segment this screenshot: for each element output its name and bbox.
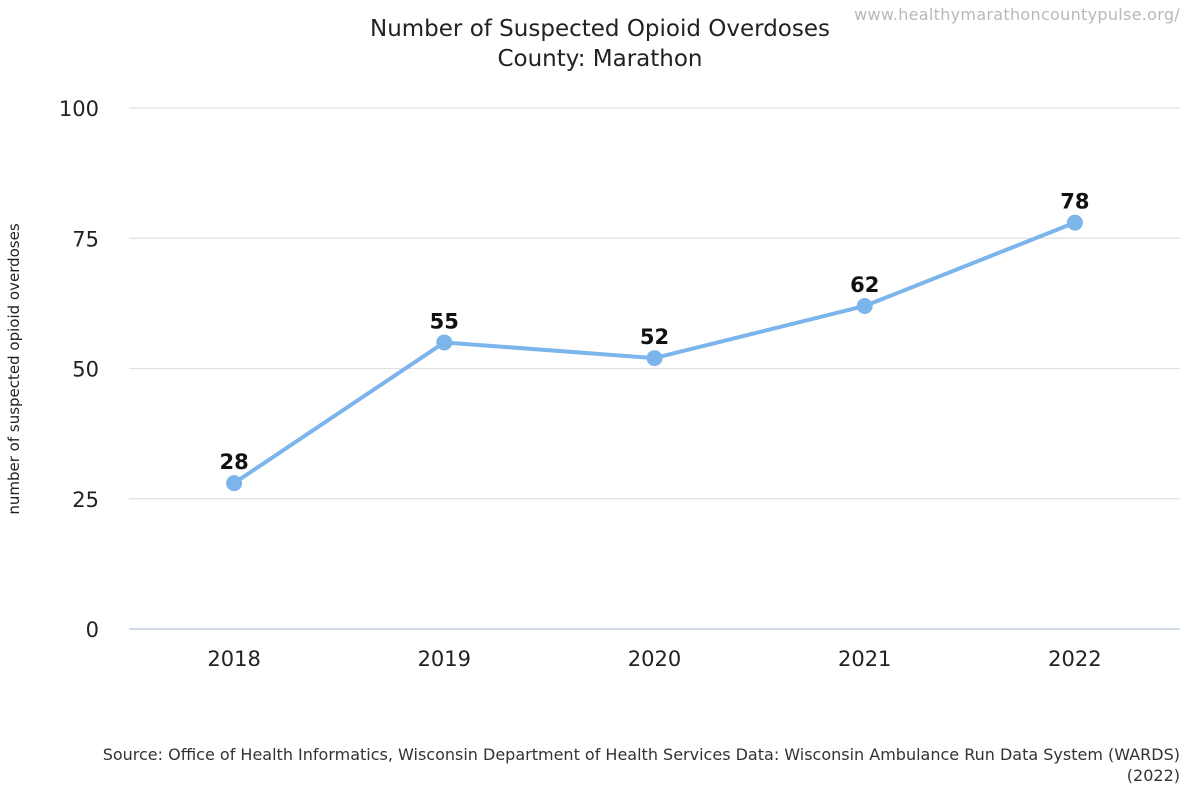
data-point[interactable] bbox=[436, 334, 453, 351]
data-label: 28 bbox=[219, 450, 248, 474]
data-label: 55 bbox=[430, 309, 459, 333]
data-label: 78 bbox=[1060, 190, 1089, 214]
chart-subtitle: County: Marathon bbox=[497, 46, 703, 72]
data-point[interactable] bbox=[856, 297, 873, 314]
x-axis-ticks: 2018 2019 2020 2021 2022 bbox=[207, 647, 1101, 671]
x-tick-label: 2020 bbox=[628, 647, 681, 671]
y-tick-label: 50 bbox=[72, 358, 99, 382]
data-point[interactable] bbox=[226, 475, 243, 492]
source-note: Source: Office of Health Informatics, Wi… bbox=[102, 745, 1180, 785]
data-label: 62 bbox=[850, 273, 879, 297]
chart-title: Number of Suspected Opioid Overdoses bbox=[370, 16, 830, 42]
y-tick-label: 0 bbox=[86, 618, 99, 642]
y-tick-label: 75 bbox=[72, 227, 99, 251]
y-axis-label: number of suspected opioid overdoses bbox=[5, 223, 23, 514]
x-tick-label: 2018 bbox=[207, 647, 260, 671]
data-label: 52 bbox=[640, 325, 669, 349]
gridlines bbox=[129, 107, 1180, 630]
watermark-link[interactable]: www.healthymarathoncountypulse.org/ bbox=[854, 5, 1180, 24]
y-tick-label: 100 bbox=[59, 97, 99, 121]
data-labels: 28 55 52 62 78 bbox=[219, 190, 1089, 475]
y-tick-label: 25 bbox=[72, 488, 99, 512]
x-tick-label: 2021 bbox=[838, 647, 891, 671]
data-point[interactable] bbox=[646, 350, 663, 367]
data-point[interactable] bbox=[1066, 214, 1083, 231]
series-line-group bbox=[226, 214, 1083, 492]
y-axis-ticks: 0 25 50 75 100 bbox=[59, 97, 99, 642]
x-tick-label: 2022 bbox=[1048, 647, 1101, 671]
x-tick-label: 2019 bbox=[418, 647, 471, 671]
